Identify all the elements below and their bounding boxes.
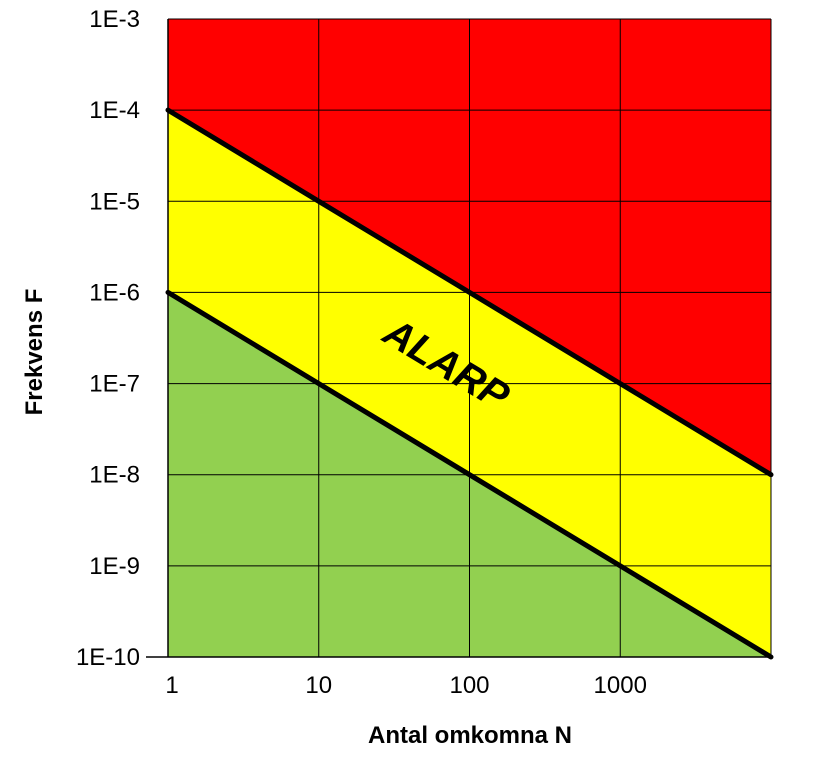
y-tick-label: 1E-9 [89, 553, 140, 580]
x-tick-label: 10 [305, 672, 332, 699]
y-tick-label: 1E-4 [89, 97, 140, 124]
x-tick-label: 1 [165, 672, 178, 699]
y-axis-title: Frekvens F [21, 289, 48, 416]
y-tick-label: 1E-5 [89, 188, 140, 215]
lower-criterion-line [165, 289, 774, 660]
y-tick-label: 1E-10 [76, 644, 140, 671]
labels-layer: 1E-10 1E-9 1E-8 1E-7 1E-6 1E-5 1E-4 1E-3 1 10 100 1… [76, 6, 647, 699]
grid-layer [168, 18, 772, 657]
y-tick-label: 1E-7 [89, 371, 140, 398]
y-tick-label: 1E-3 [89, 6, 140, 33]
x-tick-label: 1000 [594, 672, 647, 699]
x-tick-label: 100 [449, 672, 489, 699]
y-tick-label: 1E-8 [89, 462, 140, 489]
y-tick-label: 1E-6 [89, 279, 140, 306]
lines-layer [165, 107, 774, 660]
upper-criterion-line [165, 107, 774, 478]
x-axis-title: Antal omkomna N [368, 722, 572, 749]
axes-layer [146, 19, 771, 658]
